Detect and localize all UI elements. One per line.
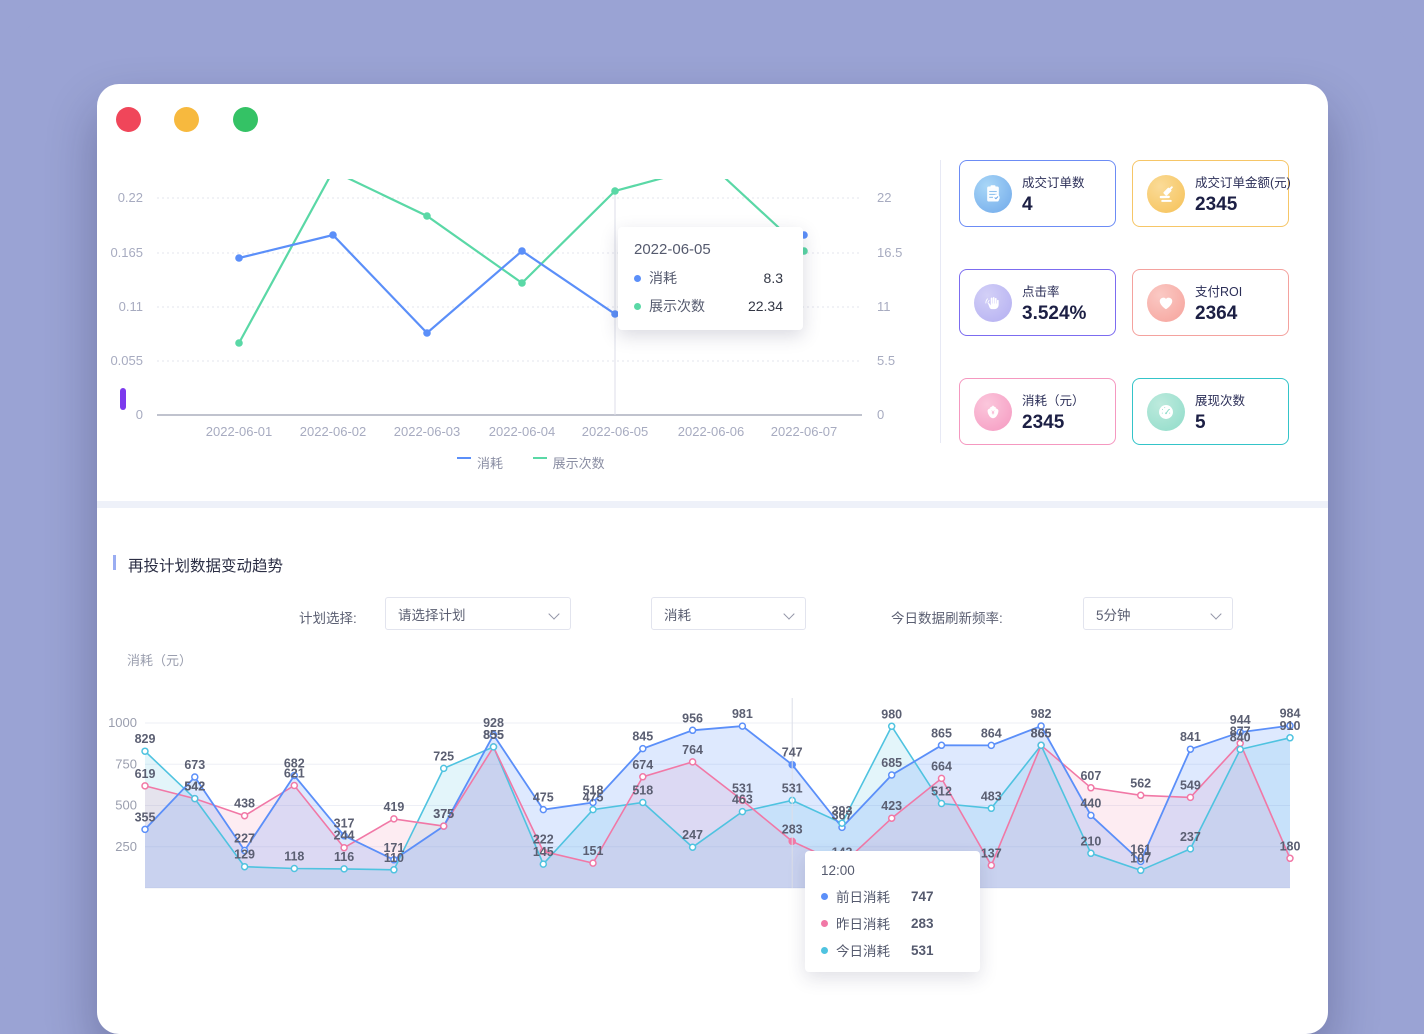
svg-text:107: 107 bbox=[1130, 851, 1151, 865]
svg-text:518: 518 bbox=[632, 784, 653, 798]
svg-text:542: 542 bbox=[184, 780, 205, 794]
svg-text:237: 237 bbox=[1180, 830, 1201, 844]
svg-text:1000: 1000 bbox=[108, 715, 137, 730]
svg-text:673: 673 bbox=[184, 758, 205, 772]
svg-text:475: 475 bbox=[533, 791, 554, 805]
svg-text:151: 151 bbox=[583, 844, 604, 858]
svg-text:110: 110 bbox=[384, 851, 404, 865]
svg-text:725: 725 bbox=[433, 749, 454, 763]
svg-text:2022-06-02: 2022-06-02 bbox=[300, 424, 367, 439]
svg-text:829: 829 bbox=[135, 732, 156, 746]
svg-text:674: 674 bbox=[632, 758, 653, 772]
svg-text:475: 475 bbox=[583, 791, 604, 805]
svg-text:393: 393 bbox=[832, 804, 853, 818]
svg-text:483: 483 bbox=[981, 789, 1002, 803]
svg-text:440: 440 bbox=[1080, 796, 1101, 810]
svg-text:549: 549 bbox=[1180, 778, 1201, 792]
svg-text:145: 145 bbox=[533, 845, 554, 859]
svg-text:463: 463 bbox=[732, 793, 753, 807]
svg-text:116: 116 bbox=[334, 850, 354, 864]
svg-text:2022-06-07: 2022-06-07 bbox=[771, 424, 838, 439]
svg-text:0.055: 0.055 bbox=[110, 353, 143, 368]
svg-text:607: 607 bbox=[1080, 769, 1101, 783]
svg-text:865: 865 bbox=[1031, 726, 1052, 740]
svg-text:764: 764 bbox=[682, 743, 703, 757]
svg-text:864: 864 bbox=[981, 726, 1002, 740]
svg-text:244: 244 bbox=[334, 829, 355, 843]
svg-text:22: 22 bbox=[877, 190, 891, 205]
svg-text:423: 423 bbox=[881, 799, 902, 813]
svg-text:855: 855 bbox=[483, 728, 504, 742]
svg-text:619: 619 bbox=[135, 767, 156, 781]
svg-text:982: 982 bbox=[1031, 707, 1052, 721]
svg-text:129: 129 bbox=[234, 848, 255, 862]
svg-text:2022-06-06: 2022-06-06 bbox=[678, 424, 745, 439]
svg-text:2022-06-05: 2022-06-05 bbox=[582, 424, 649, 439]
svg-text:512: 512 bbox=[931, 785, 952, 799]
svg-text:247: 247 bbox=[682, 828, 703, 842]
svg-text:227: 227 bbox=[234, 832, 255, 846]
svg-text:16.5: 16.5 bbox=[877, 245, 902, 260]
svg-text:2022-06-01: 2022-06-01 bbox=[206, 424, 273, 439]
svg-text:118: 118 bbox=[284, 850, 304, 864]
svg-text:0: 0 bbox=[877, 407, 884, 422]
svg-text:956: 956 bbox=[682, 711, 703, 725]
svg-text:840: 840 bbox=[1230, 730, 1251, 744]
svg-text:137: 137 bbox=[981, 846, 1002, 860]
svg-text:562: 562 bbox=[1130, 776, 1151, 790]
svg-text:0.11: 0.11 bbox=[119, 299, 143, 314]
svg-text:2022-06-03: 2022-06-03 bbox=[394, 424, 461, 439]
svg-text:531: 531 bbox=[782, 781, 803, 795]
svg-text:2022-06-04: 2022-06-04 bbox=[489, 424, 556, 439]
svg-text:419: 419 bbox=[383, 800, 404, 814]
svg-text:250: 250 bbox=[115, 839, 137, 854]
svg-text:0: 0 bbox=[136, 407, 143, 422]
svg-text:180: 180 bbox=[1280, 839, 1301, 853]
svg-text:664: 664 bbox=[931, 759, 952, 773]
svg-text:910: 910 bbox=[1280, 719, 1301, 733]
svg-text:980: 980 bbox=[881, 707, 902, 721]
svg-text:865: 865 bbox=[931, 726, 952, 740]
svg-text:210: 210 bbox=[1080, 834, 1101, 848]
svg-text:0.22: 0.22 bbox=[118, 190, 143, 205]
svg-text:621: 621 bbox=[284, 767, 305, 781]
svg-text:11: 11 bbox=[877, 299, 891, 314]
svg-text:841: 841 bbox=[1180, 730, 1201, 744]
svg-text:283: 283 bbox=[782, 822, 803, 836]
svg-text:355: 355 bbox=[135, 810, 156, 824]
svg-text:685: 685 bbox=[881, 756, 902, 770]
svg-text:845: 845 bbox=[632, 730, 653, 744]
svg-text:375: 375 bbox=[433, 807, 454, 821]
svg-text:5.5: 5.5 bbox=[877, 353, 895, 368]
svg-text:981: 981 bbox=[732, 707, 753, 721]
svg-text:0.165: 0.165 bbox=[110, 245, 143, 260]
svg-text:438: 438 bbox=[234, 797, 255, 811]
svg-text:747: 747 bbox=[782, 746, 803, 760]
